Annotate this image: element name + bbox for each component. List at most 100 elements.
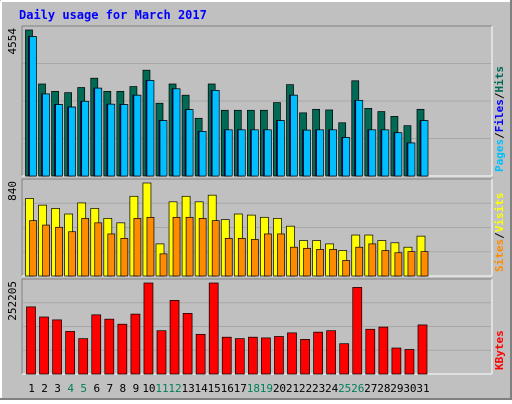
panel-0-legend-separator: / <box>493 92 506 99</box>
day-label-3: 3 <box>54 382 61 395</box>
sites-bar-18 <box>251 239 259 277</box>
kbytes-bar-6 <box>91 314 102 375</box>
pages-bar-29 <box>394 132 403 177</box>
pages-bar-5 <box>81 100 90 177</box>
kbytes-bar-24 <box>326 330 336 375</box>
kbytes-bar-1 <box>26 306 36 375</box>
day-label-15: 15 <box>208 382 221 395</box>
sites-bar-1 <box>29 220 37 277</box>
pages-bar-15 <box>211 90 220 177</box>
kbytes-bar-18 <box>248 336 258 375</box>
sites-bar-9 <box>133 218 142 277</box>
panel-2-legend: KBytes <box>493 330 506 370</box>
kbytes-bar-16 <box>221 336 232 375</box>
day-label-8: 8 <box>120 382 127 395</box>
day-label-9: 9 <box>133 382 140 395</box>
pages-bar-31 <box>420 120 429 177</box>
day-label-31: 31 <box>416 382 429 395</box>
sites-bar-15 <box>211 220 220 277</box>
day-label-6: 6 <box>93 382 100 395</box>
panel-0-legend-separator: / <box>493 132 506 139</box>
kbytes-bar-23 <box>313 331 323 375</box>
day-label-16: 16 <box>221 382 234 395</box>
sites-bar-21 <box>290 246 298 277</box>
pages-bar-3 <box>55 104 63 177</box>
day-label-19: 19 <box>260 382 273 395</box>
legend-kbytes: KBytes <box>493 330 506 370</box>
kbytes-bar-21 <box>287 332 297 375</box>
pages-bar-20 <box>277 120 285 177</box>
pages-bar-13 <box>185 109 194 177</box>
sites-bar-24 <box>329 249 337 277</box>
pages-bar-23 <box>316 129 324 177</box>
legend-visits: Visits <box>493 193 506 233</box>
pages-bar-9 <box>133 94 142 177</box>
kbytes-bar-8 <box>117 323 128 375</box>
day-label-4: 4 <box>67 382 74 395</box>
day-label-21: 21 <box>286 382 299 395</box>
day-label-25: 25 <box>338 382 351 395</box>
legend-hits: Hits <box>493 66 506 93</box>
pages-bar-11 <box>159 120 168 177</box>
sites-bar-4 <box>68 231 77 277</box>
panel-1-max-label: 840 <box>6 181 19 201</box>
kbytes-bar-28 <box>378 326 389 375</box>
sites-bar-2 <box>42 224 50 277</box>
sites-bar-5 <box>81 218 90 277</box>
day-label-26: 26 <box>351 382 364 395</box>
day-label-14: 14 <box>195 382 209 395</box>
kbytes-bar-5 <box>78 338 89 375</box>
panel-0-legend: Pages/Files/Hits <box>493 66 506 172</box>
panel-0-max-label: 4554 <box>6 28 19 55</box>
day-label-29: 29 <box>390 382 403 395</box>
sites-bar-28 <box>381 250 390 277</box>
kbytes-bar-9 <box>130 313 141 375</box>
pages-bar-28 <box>381 129 390 177</box>
pages-bar-16 <box>224 129 233 177</box>
legend-files: Files <box>493 99 506 132</box>
kbytes-bar-25 <box>339 343 350 375</box>
sites-bar-8 <box>120 238 129 277</box>
day-axis-labels: 1 2 3 4 5 6 7 8 9 10 11 12 13 14 15 16 17 18 19 20 21 22 23 24 2… <box>28 382 429 395</box>
day-label-10: 10 <box>142 382 155 395</box>
day-label-28: 28 <box>377 382 390 395</box>
kbytes-bar-3 <box>52 319 62 375</box>
pages-bar-14 <box>198 131 207 177</box>
kbytes-bar-10 <box>143 282 154 375</box>
day-label-17: 17 <box>234 382 247 395</box>
sites-bar-12 <box>172 216 181 277</box>
pages-bar-26 <box>355 99 364 177</box>
sites-bar-30 <box>407 251 416 277</box>
legend-pages: Pages <box>493 139 506 172</box>
pages-bar-22 <box>303 129 311 177</box>
pages-bar-25 <box>342 137 351 177</box>
kbytes-bar-26 <box>352 287 363 375</box>
day-label-7: 7 <box>106 382 113 395</box>
pages-bar-30 <box>407 142 416 177</box>
day-label-2: 2 <box>41 382 48 395</box>
kbytes-panel: 252205 KBytes <box>6 278 506 375</box>
panel-1-legend-separator: / <box>493 232 506 239</box>
kbytes-bar-30 <box>404 349 415 375</box>
sites-bar-23 <box>316 249 324 277</box>
pages-bar-2 <box>42 93 50 177</box>
kbytes-bar-14 <box>195 333 206 375</box>
day-label-30: 30 <box>403 382 416 395</box>
pages-bar-12 <box>172 88 181 177</box>
sites-visits-panel: 840 Sites/Visits <box>6 178 506 277</box>
kbytes-bar-15 <box>208 282 219 375</box>
panel-2-max-label: 252205 <box>6 281 19 321</box>
sites-bar-31 <box>420 251 429 277</box>
kbytes-bar-31 <box>417 324 428 375</box>
day-label-22: 22 <box>299 382 312 395</box>
sites-bar-16 <box>224 238 233 277</box>
pages-bar-8 <box>120 104 129 177</box>
day-label-18: 18 <box>247 382 260 395</box>
pages-bar-19 <box>264 129 272 177</box>
sites-bar-26 <box>355 246 364 277</box>
sites-bar-7 <box>107 233 116 277</box>
day-label-27: 27 <box>364 382 377 395</box>
kbytes-bar-12 <box>169 300 180 375</box>
